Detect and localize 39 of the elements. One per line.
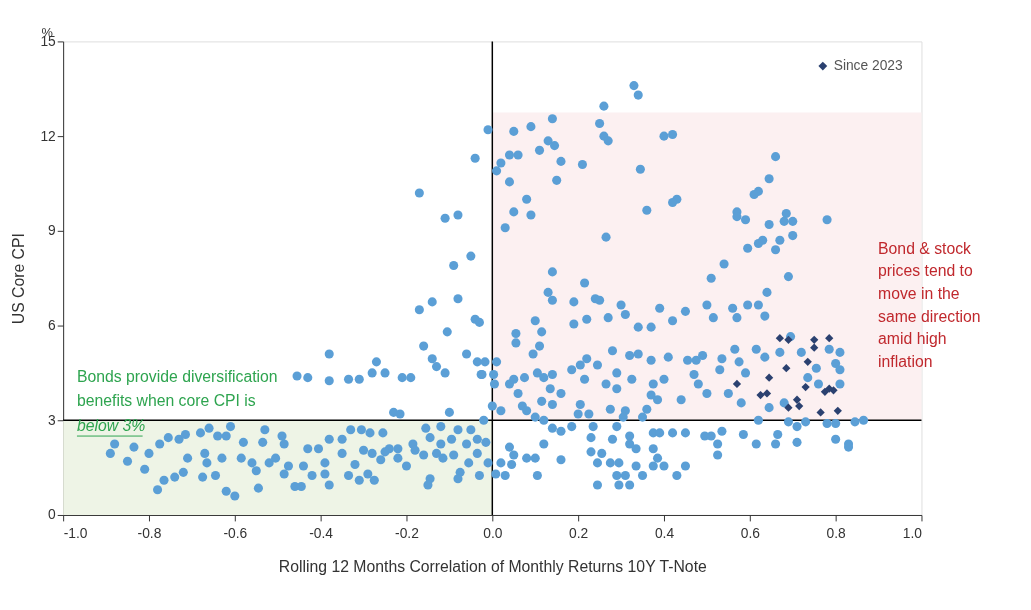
y-tick-label: 12	[40, 127, 56, 144]
y-tick-label: 9	[48, 222, 57, 239]
point	[756, 390, 765, 400]
x-tick-label: 0.0	[483, 525, 503, 542]
point	[810, 343, 819, 352]
point	[801, 382, 810, 392]
point	[792, 395, 802, 404]
point	[782, 364, 791, 373]
annotation: Bond & stock prices tend to move in the same direction amid high inflation	[878, 239, 981, 370]
x-tick-label: -0.2	[395, 525, 419, 542]
x-tick-label: 1.0	[902, 525, 923, 542]
y-tick-label: 0	[48, 506, 57, 523]
point	[775, 334, 784, 343]
annotation: Bonds provide diversification benefits when core CPI is below 3%	[76, 367, 278, 435]
x-tick-label: -0.6	[223, 525, 248, 542]
point	[795, 401, 804, 411]
point	[765, 373, 774, 382]
point	[816, 408, 825, 417]
x-tick-label: -1.0	[63, 525, 88, 542]
y-tick-label: 3	[48, 411, 57, 428]
point	[833, 406, 842, 415]
point	[810, 335, 819, 344]
point	[784, 403, 793, 412]
point	[762, 389, 772, 398]
x-tick-label: -0.8	[137, 525, 162, 542]
y-axis-title: US Core CPI	[9, 233, 27, 325]
legend-label: Since 2023	[833, 57, 904, 74]
point	[732, 379, 742, 389]
x-tick-label: 0.2	[569, 525, 589, 542]
point	[820, 387, 830, 396]
y-tick-label: 6	[48, 317, 57, 333]
x-tick-label: 0.4	[654, 525, 675, 542]
x-axis-title: Rolling 12 Months Correlation of Monthly Returns 10Y T-Note	[278, 557, 708, 575]
point	[825, 334, 834, 343]
point	[803, 357, 812, 366]
x-tick-label: 0.8	[826, 525, 847, 542]
x-tick-label: 0.6	[740, 525, 761, 542]
point	[825, 384, 834, 393]
x-tick-label: -0.4	[309, 525, 334, 542]
